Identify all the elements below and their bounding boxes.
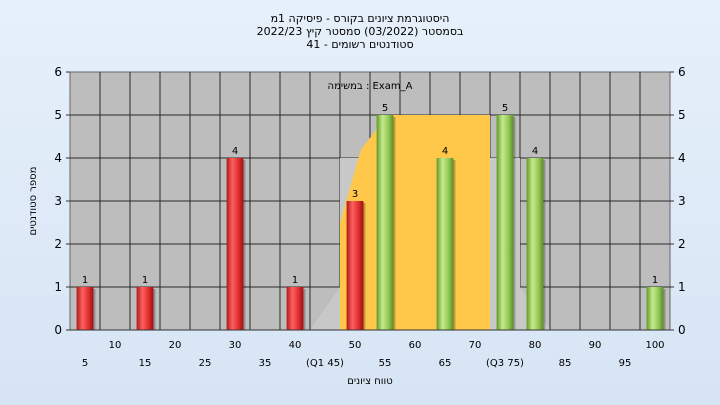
- y-tick-label-right: 3: [678, 194, 686, 208]
- y-tick-label-left: 4: [54, 151, 62, 165]
- bar-value-label: 5: [502, 103, 508, 114]
- y-tick-label-right: 0: [678, 323, 686, 337]
- x-tick-label: (Q3 75): [486, 358, 524, 369]
- x-tick-label: 15: [139, 358, 152, 369]
- bar-value-label: 1: [652, 275, 658, 286]
- y-tick-label-right: 6: [678, 65, 686, 79]
- title-line-1: היסטוגרמת ציונים בקורס - פיסיקה 1מ: [271, 12, 450, 25]
- bar: [76, 287, 94, 330]
- y-tick-label-left: 5: [54, 108, 62, 122]
- bar: [376, 115, 394, 330]
- x-tick-label: 65: [439, 358, 452, 369]
- x-tick-label: 70: [469, 340, 482, 351]
- x-tick-label: 85: [559, 358, 572, 369]
- bar-value-label: 4: [442, 146, 448, 157]
- title-line-2: בסמסטר (03/2022) סמסטר קיץ 2022/23: [257, 25, 464, 38]
- bar: [646, 287, 664, 330]
- chart-title: היסטוגרמת ציונים בקורס - פיסיקה 1מ בסמסט…: [257, 12, 464, 51]
- x-tick-label: 100: [645, 340, 664, 351]
- x-tick-label: 95: [619, 358, 632, 369]
- y-tick-label-left: 3: [54, 194, 62, 208]
- x-tick-label: 50: [349, 340, 362, 351]
- bar-value-label: 5: [382, 103, 388, 114]
- x-tick-label: 10: [109, 340, 122, 351]
- bar: [226, 158, 244, 330]
- x-tick-label: 55: [379, 358, 392, 369]
- y-tick-label-left: 2: [54, 237, 62, 251]
- y-axis-label: מספר סטודנטים: [28, 167, 39, 236]
- bar-value-label: 4: [232, 146, 238, 157]
- y-tick-label-left: 0: [54, 323, 62, 337]
- bars: 1 1 4 1 3 5 4 5 4 1: [76, 103, 666, 330]
- bar-value-label: 1: [142, 275, 148, 286]
- bar: [136, 287, 154, 330]
- x-tick-label: 20: [169, 340, 182, 351]
- x-tick-label: 80: [529, 340, 542, 351]
- y-tick-label-right: 2: [678, 237, 686, 251]
- x-tick-label: 5: [82, 358, 88, 369]
- x-tick-label: 35: [259, 358, 272, 369]
- chart-annotation: במשימה : Exam_A: [328, 81, 413, 92]
- y-tick-label-right: 4: [678, 151, 686, 165]
- bar: [526, 158, 544, 330]
- x-tick-label: 25: [199, 358, 212, 369]
- x-tick-label: 60: [409, 340, 422, 351]
- x-tick-label: 40: [289, 340, 302, 351]
- x-tick-label: (Q1 45): [306, 358, 344, 369]
- bar-value-label: 3: [352, 189, 358, 200]
- bar-value-label: 4: [532, 146, 538, 157]
- x-tick-label: 30: [229, 340, 242, 351]
- title-line-3: סטודנטים רשומים - 41: [306, 38, 413, 51]
- x-axis-label: טווח ציונים: [347, 376, 392, 387]
- bar-value-label: 1: [292, 275, 298, 286]
- x-tick-label: 90: [589, 340, 602, 351]
- bar-value-label: 1: [82, 275, 88, 286]
- y-tick-label-right: 1: [678, 280, 686, 294]
- bar: [436, 158, 454, 330]
- y-tick-label-right: 5: [678, 108, 686, 122]
- bar: [346, 201, 364, 330]
- y-tick-label-left: 1: [54, 280, 62, 294]
- bar: [286, 287, 304, 330]
- y-tick-label-left: 6: [54, 65, 62, 79]
- bar: [496, 115, 514, 330]
